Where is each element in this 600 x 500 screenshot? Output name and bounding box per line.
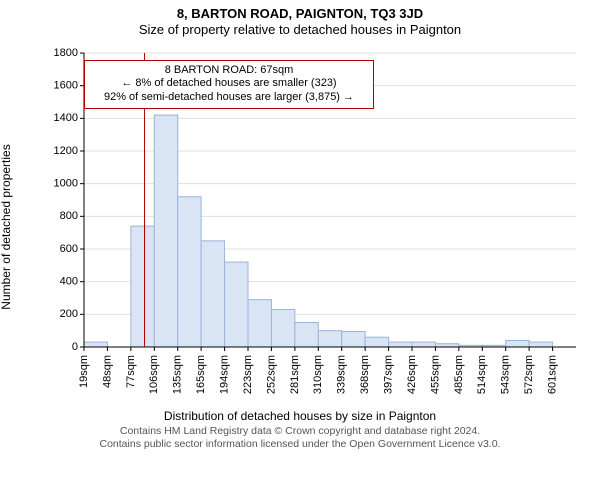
page-title: 8, BARTON ROAD, PAIGNTON, TQ3 3JD <box>0 6 600 22</box>
histogram-bar <box>131 226 154 347</box>
histogram-bar <box>365 337 388 347</box>
credits: Contains HM Land Registry data © Crown c… <box>0 425 600 452</box>
svg-text:281sqm: 281sqm <box>289 355 301 394</box>
credits-line-2: Contains public sector information licen… <box>0 438 600 452</box>
svg-text:223sqm: 223sqm <box>242 355 254 394</box>
y-axis-label: Number of detached properties <box>0 144 13 309</box>
svg-text:601sqm: 601sqm <box>546 354 558 393</box>
histogram-bar <box>248 299 271 346</box>
svg-text:1000: 1000 <box>54 177 78 189</box>
histogram-bar <box>154 115 177 347</box>
page-subtitle: Size of property relative to detached ho… <box>0 22 600 38</box>
svg-text:1800: 1800 <box>54 46 78 58</box>
histogram-bar <box>295 322 318 347</box>
svg-text:455sqm: 455sqm <box>429 355 441 394</box>
svg-text:200: 200 <box>60 308 78 320</box>
svg-text:252sqm: 252sqm <box>265 355 277 394</box>
histogram-bar <box>389 342 412 347</box>
svg-text:368sqm: 368sqm <box>359 355 371 394</box>
svg-text:135sqm: 135sqm <box>172 355 184 394</box>
svg-text:1600: 1600 <box>54 79 78 91</box>
svg-text:1400: 1400 <box>54 112 78 124</box>
svg-text:397sqm: 397sqm <box>382 355 394 394</box>
svg-text:19sqm: 19sqm <box>78 355 90 388</box>
histogram-bar <box>84 342 107 347</box>
svg-text:600: 600 <box>60 242 78 254</box>
svg-text:543sqm: 543sqm <box>500 355 512 394</box>
svg-text:1200: 1200 <box>54 144 78 156</box>
histogram-bar <box>225 262 248 347</box>
svg-text:106sqm: 106sqm <box>148 355 160 394</box>
svg-text:485sqm: 485sqm <box>453 355 465 394</box>
svg-text:0: 0 <box>72 340 78 352</box>
annotation-line-3: 92% of semi-detached houses are larger (… <box>91 91 367 105</box>
credits-line-1: Contains HM Land Registry data © Crown c… <box>0 425 600 439</box>
histogram-bar <box>201 240 224 346</box>
annotation-line-2: ← 8% of detached houses are smaller (323… <box>91 77 367 91</box>
svg-text:426sqm: 426sqm <box>406 355 418 394</box>
histogram-bar <box>271 309 294 347</box>
svg-text:400: 400 <box>60 275 78 287</box>
chart-container: Number of detached properties 0200400600… <box>50 47 584 407</box>
svg-text:572sqm: 572sqm <box>523 354 535 393</box>
svg-text:165sqm: 165sqm <box>195 355 207 394</box>
histogram-bar <box>318 330 341 346</box>
svg-text:514sqm: 514sqm <box>476 355 488 394</box>
histogram-bar <box>506 340 529 347</box>
svg-text:800: 800 <box>60 210 78 222</box>
svg-text:194sqm: 194sqm <box>218 355 230 394</box>
svg-text:48sqm: 48sqm <box>101 355 113 388</box>
svg-text:310sqm: 310sqm <box>312 355 324 394</box>
x-axis-label: Distribution of detached houses by size … <box>0 409 600 423</box>
histogram-bar <box>178 196 201 346</box>
histogram-bar <box>412 342 435 347</box>
svg-text:77sqm: 77sqm <box>125 355 137 388</box>
svg-text:339sqm: 339sqm <box>336 355 348 394</box>
histogram-bar <box>342 331 365 347</box>
annotation-line-1: 8 BARTON ROAD: 67sqm <box>91 64 367 78</box>
property-marker-annotation: 8 BARTON ROAD: 67sqm ← 8% of detached ho… <box>84 60 374 109</box>
histogram-bar <box>529 342 552 347</box>
